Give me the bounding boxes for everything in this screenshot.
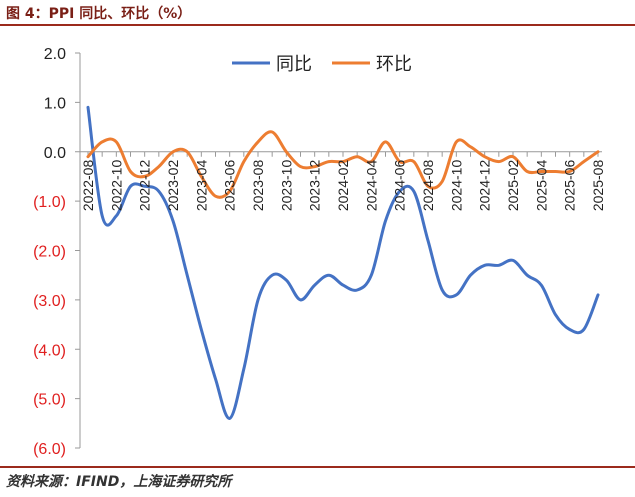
x-tick-label: 2025-08	[590, 160, 606, 212]
y-tick-label: 2.0	[44, 46, 66, 63]
y-tick-label: (2.0)	[33, 244, 66, 261]
x-tick-label: 2022-08	[80, 160, 96, 212]
chart-series	[86, 105, 600, 420]
source-note: 资料来源：IFIND，上海证券研究所	[6, 474, 232, 490]
x-tick-label: 2023-04	[193, 160, 209, 212]
y-tick-label: (4.0)	[33, 342, 66, 359]
x-tick-label: 2024-04	[363, 160, 379, 212]
x-axis-ticks: 2022-08 2022-10 2022-12 2023-02 2023-04 2023-…	[80, 160, 606, 212]
mom-series-line	[86, 130, 600, 199]
y-tick-label: (5.0)	[33, 392, 66, 409]
x-tick-label: 2024-06	[392, 160, 408, 212]
yoy-series-line	[86, 105, 600, 420]
figure-title: 图 4：PPI 同比、环比（%）	[6, 6, 192, 22]
x-tick-label: 2023-12	[307, 160, 323, 212]
x-tick-label: 2025-06	[562, 160, 578, 212]
y-tick-label: (6.0)	[33, 441, 66, 458]
legend-mom-label: 环比	[376, 54, 412, 75]
y-tick-label: 0.0	[44, 145, 66, 162]
x-tick-label: 2024-10	[448, 160, 464, 212]
title-rule	[0, 24, 635, 26]
x-tick-label: 2022-10	[108, 160, 124, 212]
x-tick-label: 2023-02	[165, 160, 181, 212]
x-tick-label: 2023-10	[278, 160, 294, 212]
x-tick-label: 2025-04	[533, 160, 549, 212]
x-tick-label: 2024-08	[420, 160, 436, 212]
legend-yoy-label: 同比	[276, 54, 312, 75]
x-tick-label: 2024-12	[477, 160, 493, 212]
x-tick-label: 2022-12	[137, 160, 153, 212]
x-tick-label: 2025-02	[505, 160, 521, 212]
chart-legend: 同比 环比	[232, 54, 412, 75]
x-tick-label: 2024-02	[335, 160, 351, 212]
y-tick-label: (1.0)	[33, 194, 66, 211]
chart-axes	[79, 53, 602, 448]
x-tick-label: 2023-08	[250, 160, 266, 212]
y-tick-label: (3.0)	[33, 293, 66, 310]
x-tick-label: 2023-06	[222, 160, 238, 212]
source-rule	[0, 466, 635, 468]
y-tick-label: 1.0	[44, 95, 66, 112]
y-axis-ticks: 2.0 1.0 0.0 (1.0) (2.0) (3.0) (4.0) (5.0) (6.0)	[33, 46, 80, 458]
